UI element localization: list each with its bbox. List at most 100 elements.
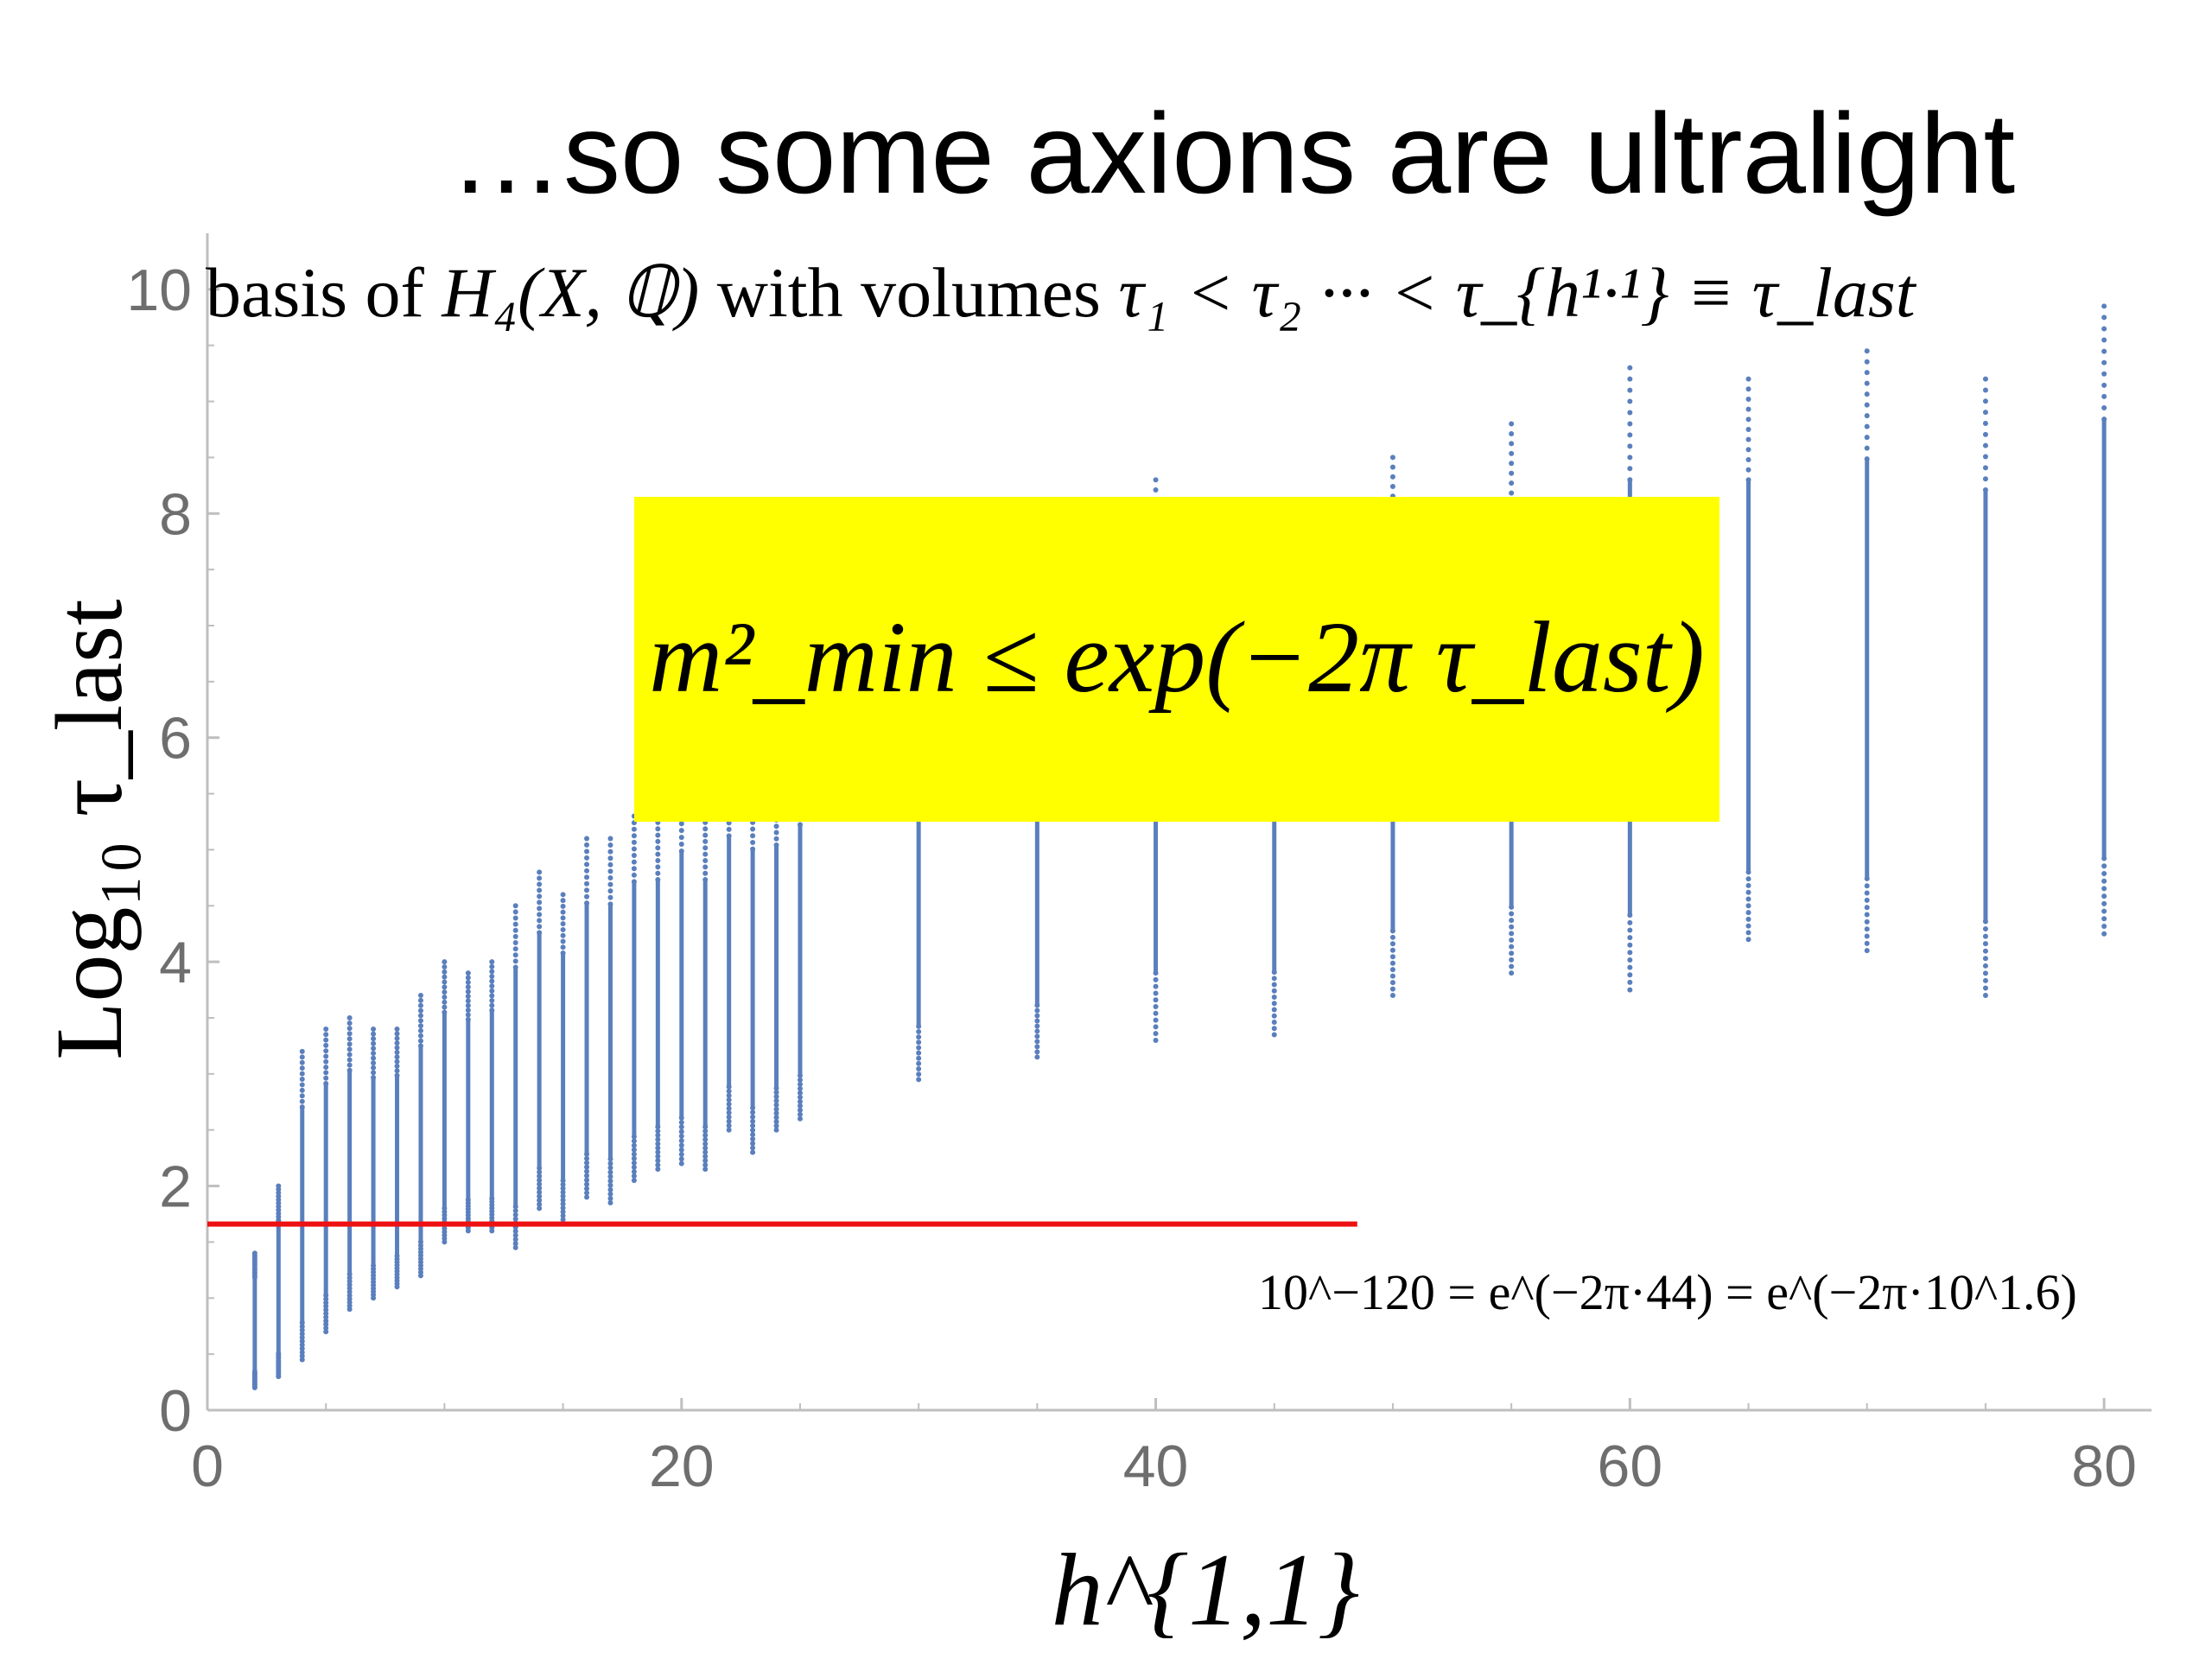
data-point	[1034, 1018, 1040, 1024]
data-point	[512, 1204, 518, 1210]
data-point	[1271, 988, 1277, 994]
data-point	[1509, 904, 1515, 910]
data-point	[1627, 964, 1633, 970]
data-point	[607, 1195, 613, 1201]
data-point	[584, 836, 590, 842]
data-point	[631, 1178, 637, 1184]
data-point	[537, 930, 543, 936]
data-point	[346, 1062, 353, 1068]
data-point	[916, 1055, 922, 1061]
data-point	[465, 1012, 471, 1018]
data-point	[1153, 990, 1159, 996]
data-point	[1864, 940, 1870, 946]
data-point	[323, 1293, 329, 1299]
data-point	[726, 1096, 732, 1103]
data-point	[678, 848, 684, 854]
data-point	[512, 964, 518, 970]
data-point	[1271, 1001, 1277, 1007]
data-point	[584, 893, 590, 899]
data-point	[773, 830, 779, 836]
data-point	[442, 1205, 448, 1211]
data-point	[702, 864, 709, 870]
data-point	[2101, 923, 2107, 929]
data-point	[1982, 918, 1988, 925]
data-point	[2101, 393, 2107, 399]
data-point	[678, 1128, 684, 1135]
data-point	[489, 1196, 495, 1202]
data-point	[537, 893, 543, 899]
data-point	[1864, 897, 1870, 903]
data-point	[750, 1109, 756, 1116]
data-point	[394, 1068, 400, 1074]
data-point	[394, 1072, 400, 1078]
data-point	[1745, 896, 1751, 902]
data-point	[631, 1168, 637, 1174]
data-point	[371, 1031, 377, 1037]
data-point	[1627, 950, 1633, 956]
data-point	[1864, 933, 1870, 939]
data-point	[560, 1193, 566, 1199]
data-point	[631, 1173, 637, 1179]
data-point	[655, 838, 661, 844]
data-point	[442, 959, 448, 965]
data-point	[323, 1321, 329, 1327]
data-point	[299, 1342, 305, 1348]
data-point	[489, 1007, 495, 1014]
data-point	[750, 846, 756, 852]
data-point	[1389, 973, 1395, 979]
data-point	[371, 1060, 377, 1066]
data-point	[512, 1241, 518, 1247]
data-point	[442, 989, 448, 995]
data-point	[1509, 937, 1515, 943]
data-point	[584, 855, 590, 861]
data-point	[773, 1122, 779, 1128]
data-point	[299, 1327, 305, 1333]
axes	[206, 233, 2152, 1412]
data-point	[678, 835, 684, 841]
data-point	[537, 1185, 543, 1192]
data-point	[1389, 967, 1395, 973]
data-point	[346, 1067, 353, 1073]
data-point	[1389, 986, 1395, 992]
data-point	[1389, 980, 1395, 986]
data-point	[1389, 947, 1395, 953]
data-point	[773, 1085, 779, 1091]
data-point	[1034, 1054, 1040, 1060]
data-point	[607, 855, 613, 861]
data-point	[1745, 416, 1751, 423]
data-point	[607, 868, 613, 874]
data-point	[394, 1054, 400, 1060]
data-point	[512, 946, 518, 952]
data-point	[299, 1319, 305, 1325]
data-point	[465, 1197, 471, 1203]
data-point	[489, 969, 495, 975]
data-point	[1982, 977, 1988, 983]
data-point	[797, 1072, 803, 1078]
data-point	[1627, 376, 1633, 382]
data-point	[702, 877, 709, 883]
data-point	[655, 1124, 661, 1130]
data-point	[299, 1345, 305, 1351]
data-point	[1389, 928, 1395, 934]
data-point	[2101, 931, 2107, 937]
data-point	[394, 1026, 400, 1032]
data-point	[442, 984, 448, 990]
data-point	[916, 1039, 922, 1046]
data-point	[773, 1097, 779, 1103]
data-point	[584, 1181, 590, 1187]
data-point	[1982, 933, 1988, 939]
data-point	[323, 1053, 329, 1059]
data-point	[631, 859, 637, 865]
data-point	[655, 1128, 661, 1134]
x-tick-label: 0	[191, 1433, 224, 1499]
y-tick-label: 8	[159, 481, 192, 547]
basis-math: H₄(X, ℚ)	[441, 253, 699, 332]
data-point	[1627, 432, 1633, 438]
data-point	[465, 1016, 471, 1022]
data-point	[1982, 387, 1988, 393]
y-tick-label: 4	[159, 930, 192, 995]
data-point	[1982, 941, 1988, 947]
data-point	[512, 1216, 518, 1222]
data-point	[655, 832, 661, 838]
data-point	[1864, 875, 1870, 881]
